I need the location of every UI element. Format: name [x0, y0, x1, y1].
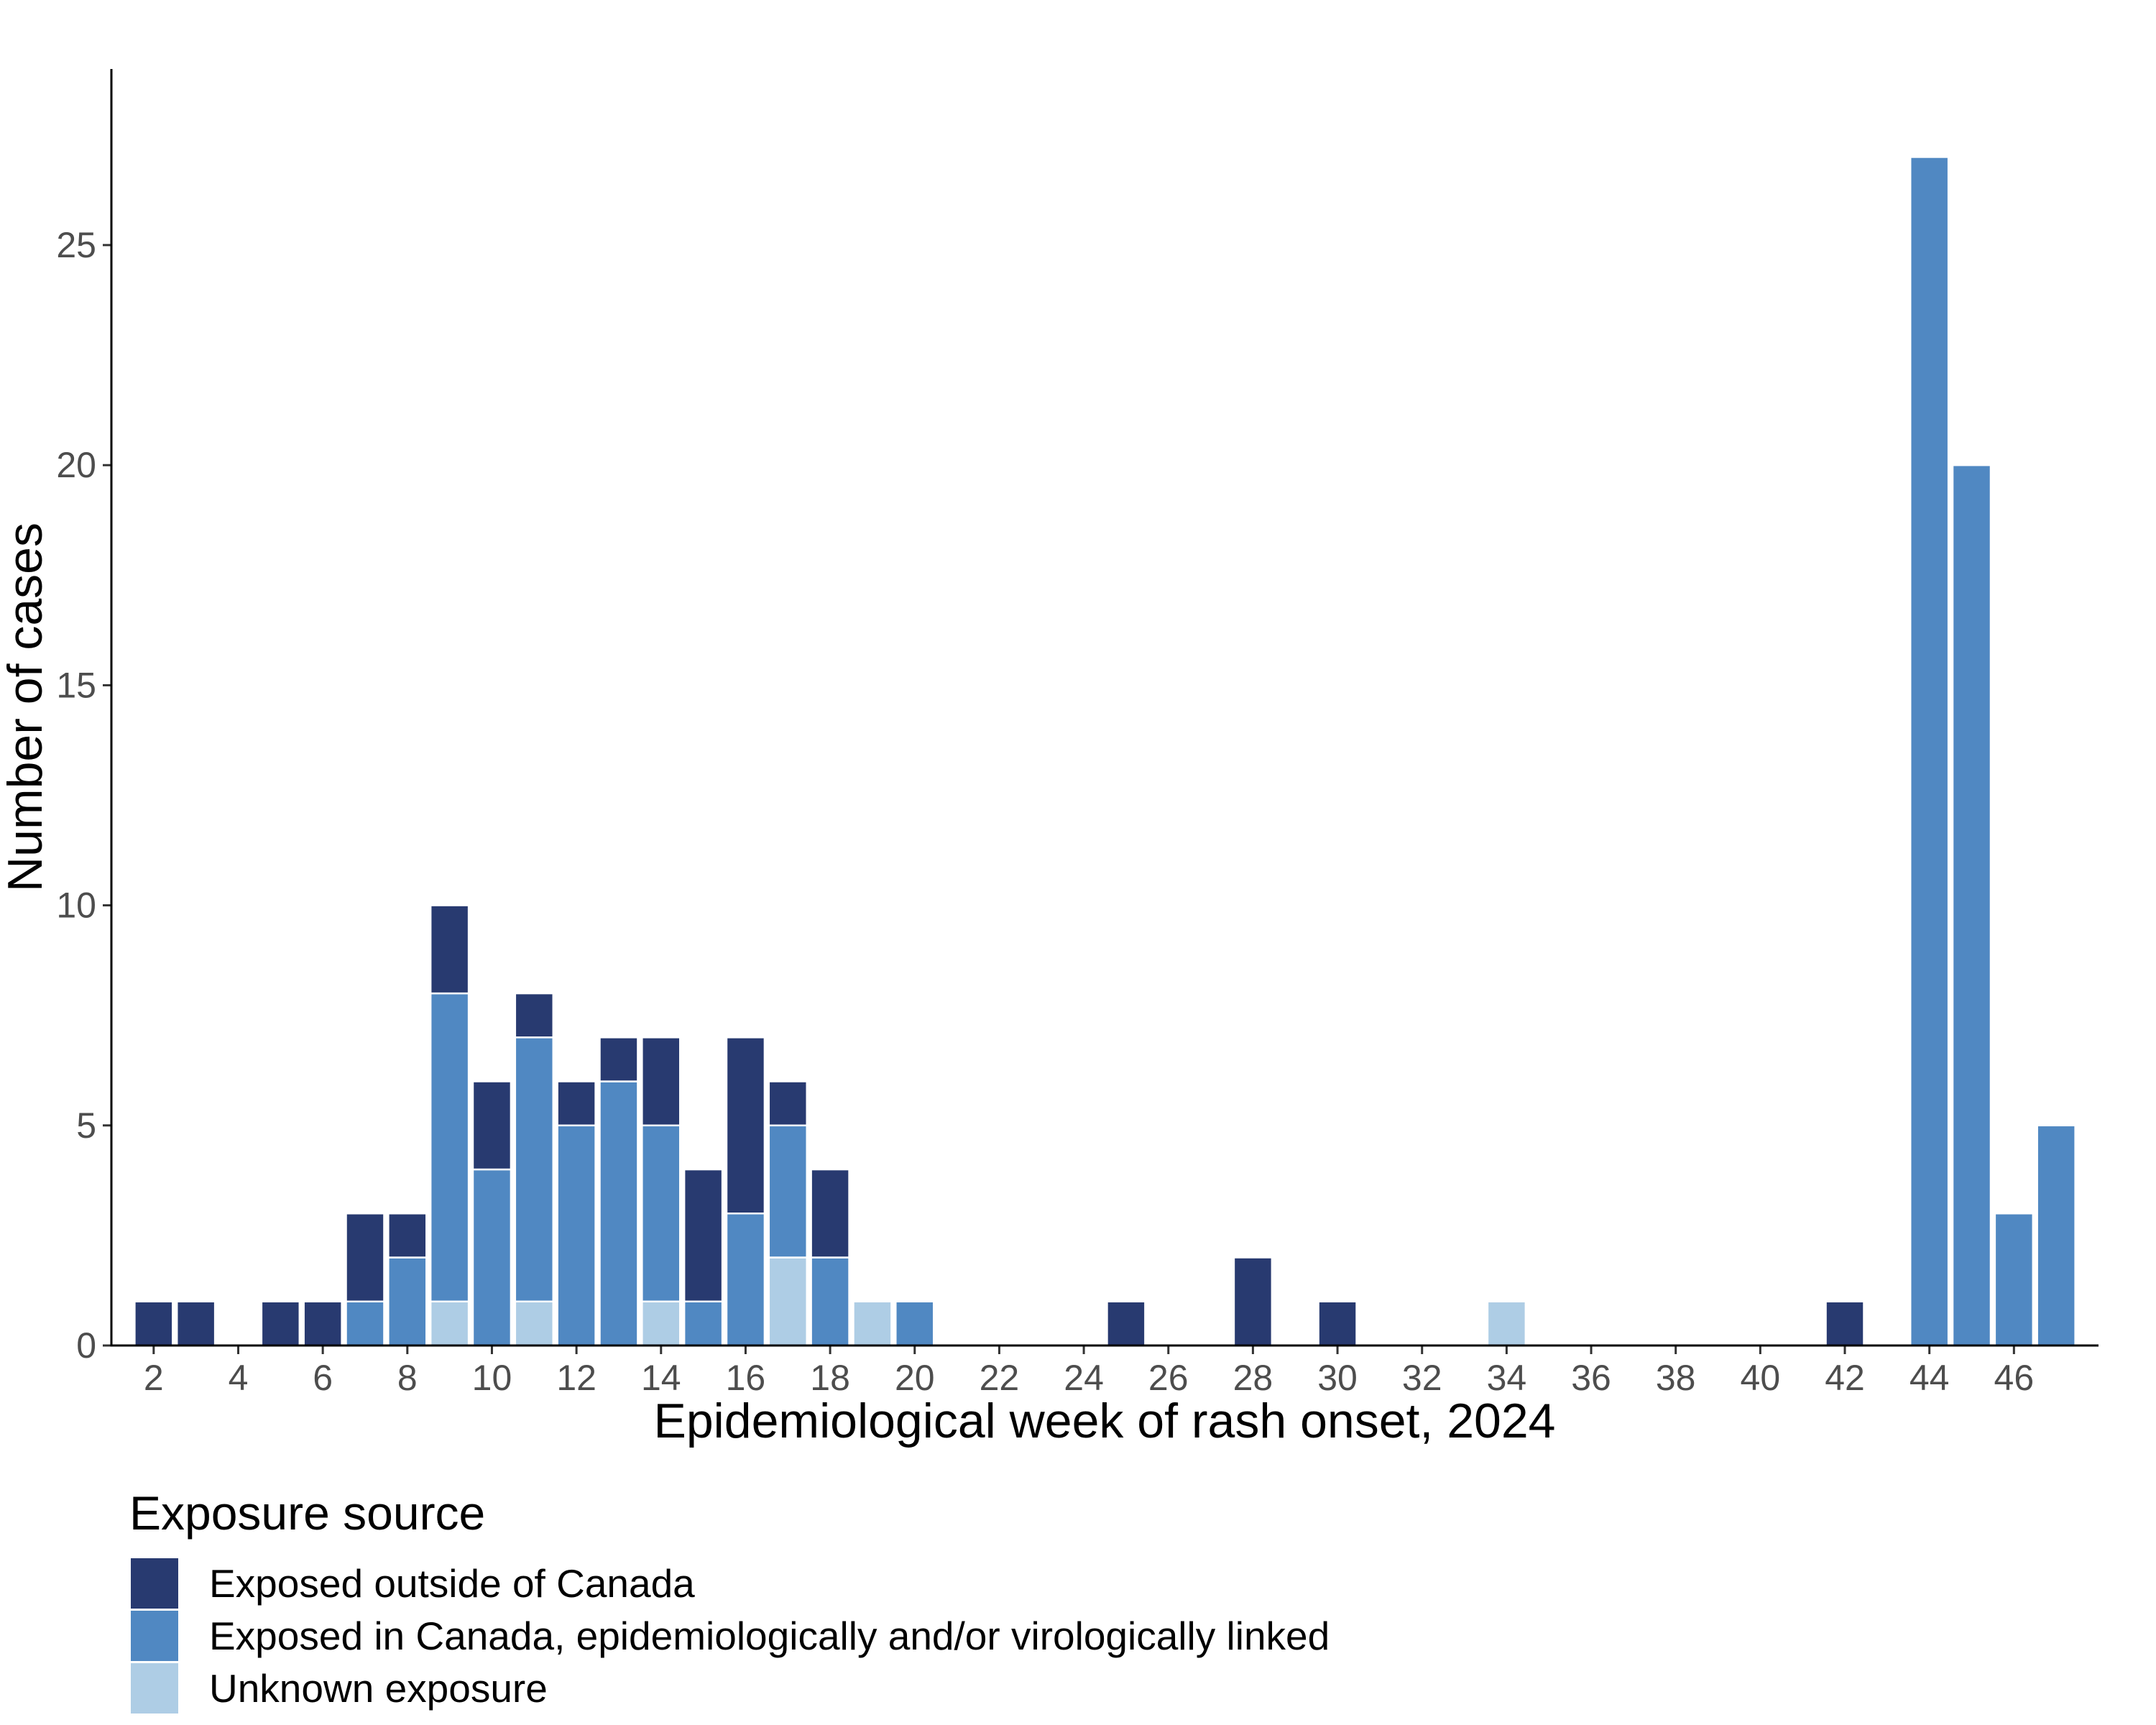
x-tick-label: 12: [556, 1358, 596, 1398]
x-tick-label: 28: [1233, 1358, 1273, 1398]
x-tick-label: 32: [1402, 1358, 1442, 1398]
bar-exposed-outside-week-2: [134, 1300, 174, 1347]
y-axis-ticks: 0 5 10 15 20 25: [56, 225, 111, 1366]
x-tick-label: 30: [1317, 1358, 1358, 1398]
x-tick-label: 4: [229, 1358, 249, 1398]
x-tick-label: 46: [1994, 1358, 2035, 1398]
x-tick-label: 44: [1909, 1358, 1950, 1398]
bar-exposed-outside-week-17: [768, 1080, 808, 1127]
bar-exposed-outside-week-11: [514, 992, 555, 1039]
bar-exposed-outside-week-5: [260, 1300, 301, 1347]
y-tick-label: 15: [56, 665, 96, 705]
x-tick-label: 14: [641, 1358, 681, 1398]
bar-exposed-in-canada-week-9: [429, 992, 470, 1303]
bar-unknown-exposure-week-17: [768, 1256, 808, 1347]
bar-exposed-outside-week-3: [175, 1300, 216, 1347]
bar-exposed-in-canada-week-15: [683, 1300, 724, 1347]
bar-exposed-outside-week-8: [387, 1213, 428, 1259]
x-tick-label: 34: [1487, 1358, 1527, 1398]
legend: Exposure source Exposed outside of Canad…: [129, 1486, 1330, 1714]
y-tick-label: 10: [56, 886, 96, 926]
y-tick-label: 5: [76, 1105, 96, 1146]
x-tick-label: 26: [1148, 1358, 1189, 1398]
bar-exposed-in-canada-week-45: [1951, 464, 1992, 1347]
x-tick-label: 10: [472, 1358, 512, 1398]
legend-key-exposed-in-canada: [131, 1611, 178, 1661]
bar-exposed-outside-week-25: [1106, 1300, 1146, 1347]
x-tick-label: 20: [895, 1358, 935, 1398]
bar-exposed-outside-week-13: [599, 1036, 639, 1082]
bar-exposed-in-canada-week-18: [810, 1256, 850, 1347]
x-tick-label: 2: [144, 1358, 164, 1398]
bar-exposed-outside-week-14: [641, 1036, 681, 1127]
legend-key-exposed-outside: [131, 1558, 178, 1609]
x-tick-label: 38: [1656, 1358, 1696, 1398]
bar-unknown-exposure-week-34: [1486, 1300, 1527, 1347]
legend-label-unknown-exposure: Unknown exposure: [209, 1666, 548, 1711]
legend-label-exposed-in-canada: Exposed in Canada, epidemiologically and…: [209, 1614, 1330, 1658]
x-axis-title: Epidemiological week of rash onset, 2024: [654, 1394, 1556, 1448]
bar-exposed-in-canada-week-11: [514, 1036, 555, 1303]
bar-exposed-outside-week-10: [471, 1080, 512, 1171]
bar-exposed-in-canada-week-13: [599, 1080, 639, 1347]
x-tick-label: 22: [980, 1358, 1020, 1398]
x-tick-label: 8: [397, 1358, 418, 1398]
bar-exposed-in-canada-week-16: [725, 1213, 766, 1347]
x-tick-label: 24: [1064, 1358, 1104, 1398]
x-axis-ticks: 2 4 6 8 10 12 14 16 18 20 22 24 26 28 30 32 34 36 38 40 42 44…: [144, 1346, 2034, 1398]
bar-unknown-exposure-week-19: [852, 1300, 893, 1347]
bar-exposed-outside-week-42: [1825, 1300, 1865, 1347]
bar-exposed-in-canada-week-47: [2036, 1124, 2076, 1347]
y-axis-title: Number of cases: [0, 523, 52, 892]
bar-exposed-outside-week-15: [683, 1168, 724, 1303]
bar-exposed-in-canada-week-17: [768, 1124, 808, 1259]
bar-exposed-in-canada-week-10: [471, 1168, 512, 1347]
bar-exposed-in-canada-week-8: [387, 1256, 428, 1347]
legend-label-exposed-outside: Exposed outside of Canada: [209, 1561, 695, 1606]
bar-exposed-outside-week-9: [429, 904, 470, 995]
bars-group: [134, 156, 2076, 1347]
bar-exposed-outside-week-30: [1317, 1300, 1358, 1347]
legend-key-unknown-exposure: [131, 1663, 178, 1714]
y-tick-label: 25: [56, 225, 96, 265]
x-tick-label: 40: [1741, 1358, 1781, 1398]
bar-unknown-exposure-week-14: [641, 1300, 681, 1347]
bar-unknown-exposure-week-11: [514, 1300, 555, 1347]
bar-exposed-outside-week-16: [725, 1036, 766, 1215]
bar-exposed-in-canada-week-20: [895, 1300, 935, 1347]
bar-exposed-in-canada-week-14: [641, 1124, 681, 1303]
bar-exposed-outside-week-18: [810, 1168, 850, 1259]
bar-exposed-outside-week-7: [345, 1213, 385, 1303]
bar-exposed-outside-week-28: [1233, 1256, 1273, 1347]
bar-exposed-in-canada-week-7: [345, 1300, 385, 1347]
x-tick-label: 6: [313, 1358, 333, 1398]
legend-title: Exposure source: [129, 1486, 485, 1540]
y-tick-label: 20: [56, 445, 96, 485]
x-tick-label: 18: [810, 1358, 850, 1398]
x-tick-label: 42: [1825, 1358, 1865, 1398]
y-tick-label: 0: [76, 1325, 96, 1366]
bar-exposed-outside-week-12: [556, 1080, 596, 1127]
bar-exposed-in-canada-week-12: [556, 1124, 596, 1347]
bar-unknown-exposure-week-9: [429, 1300, 470, 1347]
x-tick-label: 16: [726, 1358, 766, 1398]
bar-exposed-in-canada-week-44: [1909, 156, 1950, 1347]
bar-exposed-outside-week-6: [303, 1300, 343, 1347]
bar-exposed-in-canada-week-46: [1994, 1213, 2035, 1347]
x-tick-label: 36: [1571, 1358, 1611, 1398]
